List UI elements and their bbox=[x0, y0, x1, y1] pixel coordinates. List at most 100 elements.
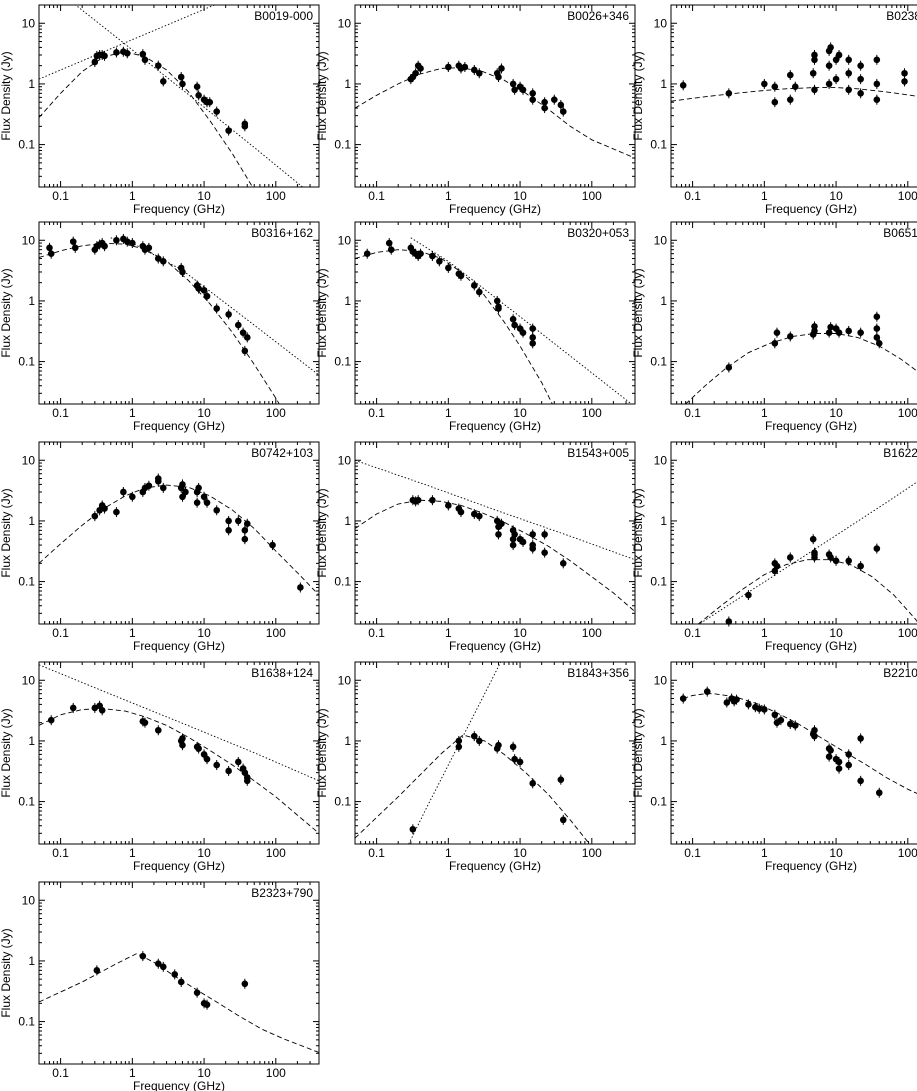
fit-curves bbox=[39, 237, 319, 404]
data-point bbox=[827, 44, 834, 51]
fit-curve-dashed bbox=[671, 87, 917, 102]
data-point bbox=[825, 62, 833, 69]
data-point bbox=[241, 527, 249, 534]
data-point bbox=[873, 96, 881, 103]
data-point bbox=[857, 735, 864, 742]
plot-frame bbox=[354, 221, 636, 405]
y-axis-label: Flux Density (Jy) bbox=[0, 268, 13, 357]
plot-frame bbox=[670, 221, 917, 405]
x-tick-label: 0.1 bbox=[368, 189, 385, 203]
x-tick-label: 0.1 bbox=[684, 406, 701, 420]
data-point bbox=[516, 758, 524, 766]
data-point bbox=[529, 96, 537, 103]
data-point bbox=[141, 56, 149, 64]
y-tick-label: 1 bbox=[344, 734, 351, 748]
data-point bbox=[529, 780, 537, 787]
data-point bbox=[243, 334, 251, 341]
data-point bbox=[755, 705, 763, 712]
data-point bbox=[123, 238, 131, 245]
data-point bbox=[857, 62, 864, 69]
data-point bbox=[98, 706, 106, 714]
fit-curve-dashed bbox=[39, 953, 319, 1053]
data-point bbox=[193, 989, 201, 996]
data-point bbox=[101, 242, 108, 250]
data-point bbox=[725, 364, 733, 371]
data-point bbox=[159, 963, 167, 971]
data-point bbox=[557, 776, 565, 783]
y-tick-label: 1 bbox=[660, 734, 667, 748]
data-point bbox=[120, 488, 127, 496]
x-tick-label: 10 bbox=[829, 846, 843, 860]
data-point bbox=[154, 62, 162, 69]
data-point bbox=[203, 755, 211, 763]
y-tick-label: 0.1 bbox=[18, 1015, 35, 1029]
data-point bbox=[559, 108, 567, 115]
data-point bbox=[873, 325, 881, 332]
source-name: B0651+410 bbox=[883, 226, 917, 240]
data-point bbox=[69, 704, 77, 712]
data-point bbox=[857, 75, 864, 83]
data-point bbox=[825, 329, 833, 336]
x-tick-label: 10 bbox=[197, 626, 211, 640]
data-point bbox=[811, 726, 818, 734]
x-axis-label: Frequency (GHz) bbox=[765, 419, 857, 433]
data-point bbox=[47, 716, 55, 724]
x-tick-label: 1 bbox=[129, 846, 136, 860]
y-tick-label: 1 bbox=[28, 294, 35, 308]
x-axis-label: Frequency (GHz) bbox=[133, 419, 225, 433]
data-point bbox=[154, 960, 162, 968]
x-axis-label: Frequency (GHz) bbox=[133, 1079, 225, 1091]
data-point bbox=[791, 83, 799, 91]
y-tick-label: 10 bbox=[654, 673, 668, 687]
x-axis-label: Frequency (GHz) bbox=[133, 859, 225, 873]
data-point bbox=[179, 268, 186, 276]
y-tick-label: 1 bbox=[660, 514, 667, 528]
data-point bbox=[159, 484, 167, 492]
data-point bbox=[541, 104, 548, 112]
y-tick-label: 10 bbox=[338, 453, 352, 467]
data-point bbox=[213, 761, 221, 769]
y-axis-label: Flux Density (Jy) bbox=[631, 708, 645, 797]
data-point bbox=[509, 743, 517, 751]
data-point bbox=[811, 732, 818, 740]
data-point bbox=[761, 80, 768, 88]
data-point bbox=[811, 86, 818, 94]
data-point bbox=[873, 313, 881, 320]
data-point bbox=[409, 825, 417, 833]
data-point bbox=[241, 980, 249, 988]
data-point bbox=[363, 250, 371, 258]
source-name: B2210+016 bbox=[883, 666, 917, 680]
data-point bbox=[725, 90, 733, 97]
data-point bbox=[529, 325, 537, 332]
x-tick-label: 10 bbox=[197, 846, 211, 860]
data-point bbox=[811, 554, 818, 561]
data-point bbox=[203, 292, 211, 300]
data-point bbox=[455, 737, 463, 745]
data-point bbox=[811, 51, 818, 59]
data-point bbox=[475, 512, 483, 520]
fit-curves bbox=[355, 459, 635, 612]
x-tick-label: 0.1 bbox=[52, 1066, 69, 1080]
x-tick-label: 100 bbox=[582, 406, 602, 420]
data-point bbox=[529, 90, 537, 97]
data-point bbox=[113, 49, 120, 56]
plot-frame bbox=[670, 661, 917, 845]
data-point bbox=[243, 777, 251, 785]
plot-frame bbox=[38, 881, 320, 1065]
x-axis-label: Frequency (GHz) bbox=[449, 639, 541, 653]
data-point bbox=[875, 340, 883, 347]
x-tick-label: 100 bbox=[266, 189, 286, 203]
data-point bbox=[832, 56, 840, 64]
y-tick-label: 10 bbox=[338, 16, 352, 30]
y-axis-label: Flux Density (Jy) bbox=[0, 488, 13, 577]
data-point bbox=[529, 334, 537, 341]
y-tick-label: 0.1 bbox=[18, 355, 35, 369]
data-point bbox=[725, 618, 733, 625]
y-tick-label: 1 bbox=[28, 514, 35, 528]
fit-curves bbox=[355, 662, 591, 844]
x-tick-label: 100 bbox=[266, 1066, 286, 1080]
